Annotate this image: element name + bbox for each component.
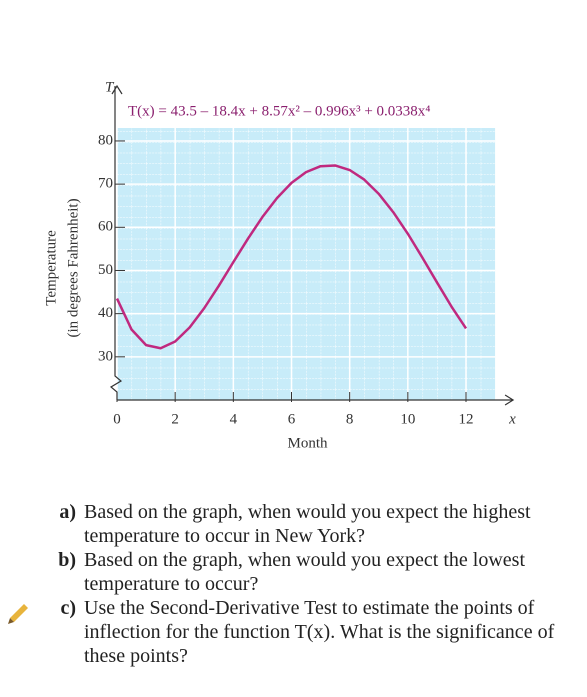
x-tick-label: 8 [346,411,354,427]
chart: Tx T(x) = 43.5 – 18.4x + 8.57x² – 0.996x³… [43,79,516,451]
x-axis-symbol: x [508,411,516,427]
y-axis-label: (in degrees Fahrenheit) [65,198,81,337]
y-axis-label: Temperature [43,230,59,306]
x-axis [117,394,515,406]
question: b) Based on the graph, when would you exp… [40,548,570,596]
x-tick-label: 12 [459,411,474,427]
pencil-icon [8,604,28,624]
curve [115,164,468,350]
y-tick-label: 80 [98,132,113,148]
question-text: Based on the graph, when would you expec… [84,501,531,547]
question: a) Based on the graph, when would you exp… [40,500,570,548]
x-tick-label: 10 [400,411,415,427]
y-tick-label: 60 [98,219,113,235]
y-tick-label: 40 [98,305,113,321]
x-tick-label: 2 [171,411,179,427]
question-label: a) [59,501,76,523]
x-tick-label: 4 [230,411,238,427]
y-tick-label: 30 [98,348,113,364]
x-axis-label: Month [287,435,328,451]
y-tick-label: 70 [98,176,113,192]
y-tick-label: 50 [98,262,113,278]
y-axis-symbol: T [105,79,115,95]
question-text: Based on the graph, when would you expec… [84,549,526,595]
x-tick-label: 6 [288,411,296,427]
chart-title: T(x) = 43.5 – 18.4x + 8.57x² – 0.996x³ +… [128,103,431,119]
question: c) Use the Second-Derivative Test to esti… [40,596,570,668]
question-label: b) [58,549,76,571]
x-tick-label: 0 [113,411,121,427]
question-text: Use the Second-Derivative Test to estima… [84,597,555,667]
minor-grid [117,128,496,400]
question-label: c) [60,597,76,619]
questions: a) Based on the graph, when would you exp… [40,500,570,668]
